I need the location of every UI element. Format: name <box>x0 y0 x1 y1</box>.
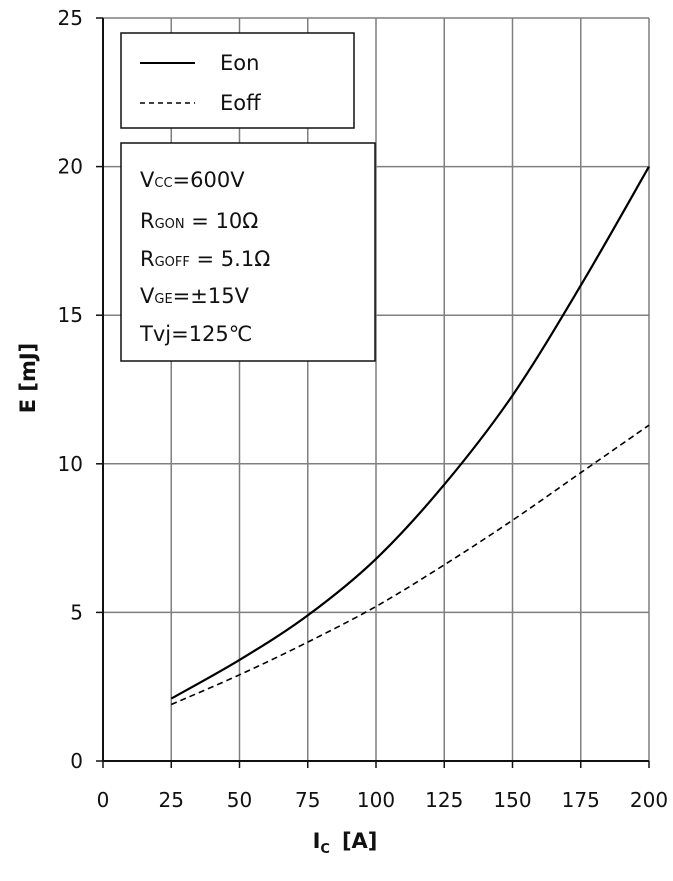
x-tick-label-125: 125 <box>425 788 463 812</box>
x-tick-label-175: 175 <box>562 788 600 812</box>
y-tick-label-0: 0 <box>70 749 83 773</box>
y-tick-label-10: 10 <box>58 452 83 476</box>
legend-label-eoff: Eoff <box>220 91 261 115</box>
x-tick-label-100: 100 <box>357 788 395 812</box>
x-tick-labels: 0 25 50 75 100 125 150 175 200 <box>97 788 668 812</box>
axes <box>96 18 649 768</box>
y-tick-label-15: 15 <box>58 303 83 327</box>
x-tick-label-75: 75 <box>295 788 320 812</box>
x-tick-label-200: 200 <box>630 788 668 812</box>
condition-tvj: Tvj=125℃ <box>139 322 252 346</box>
y-tick-label-5: 5 <box>70 600 83 624</box>
y-axis-label: E [mJ] <box>16 343 40 414</box>
grid <box>103 18 649 761</box>
x-tick-label-0: 0 <box>97 788 110 812</box>
x-tick-label-50: 50 <box>227 788 252 812</box>
y-tick-labels: 0 5 10 15 20 25 <box>58 6 83 773</box>
series-line-eoff <box>171 425 649 704</box>
legend-label-eon: Eon <box>220 51 259 75</box>
x-tick-label-150: 150 <box>493 788 531 812</box>
x-axis-label: IC [A] <box>313 829 378 857</box>
legend: Eon Eoff <box>121 33 354 128</box>
conditions-box: VCC=600V RGON = 10Ω RGOFF = 5.1Ω VGE=±15… <box>121 143 375 361</box>
y-tick-label-20: 20 <box>58 155 83 179</box>
x-tick-label-25: 25 <box>159 788 184 812</box>
y-tick-label-25: 25 <box>58 6 83 30</box>
